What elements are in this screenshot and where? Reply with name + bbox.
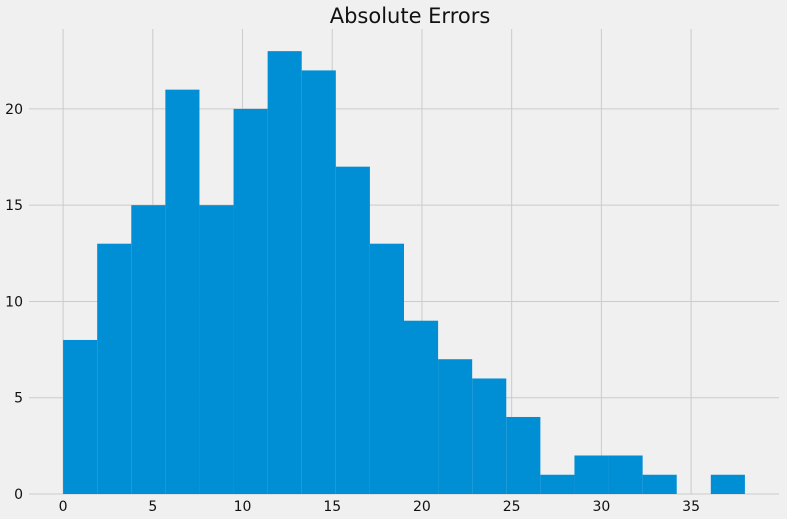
x-axis-ticks: 0 5 10 15 20 25 30 35 (59, 499, 700, 515)
histogram-bar (472, 378, 507, 494)
bars (63, 51, 745, 495)
x-tick-label: 5 (148, 499, 157, 515)
x-tick-label: 15 (323, 499, 341, 515)
y-tick-label: 5 (14, 391, 23, 407)
histogram-bar (404, 320, 439, 494)
x-tick-label: 25 (503, 499, 521, 515)
y-tick-label: 15 (5, 198, 23, 214)
histogram-bar (267, 51, 302, 495)
histogram-bar (574, 455, 609, 494)
histogram-bar (642, 474, 677, 494)
histogram-bar (165, 89, 200, 495)
y-tick-label: 20 (5, 102, 23, 118)
y-tick-label: 0 (14, 487, 23, 503)
histogram-bar (131, 205, 166, 495)
histogram-bar (63, 339, 98, 494)
histogram-bar (369, 243, 404, 494)
y-tick-label: 10 (5, 294, 23, 310)
histogram-bar (335, 166, 370, 494)
y-axis-ticks: 0 5 10 15 20 (5, 102, 23, 503)
x-tick-label: 20 (413, 499, 431, 515)
histogram-bar (506, 416, 541, 494)
x-tick-label: 35 (682, 499, 700, 515)
histogram-bar (540, 474, 575, 494)
histogram-bar (301, 70, 336, 494)
histogram-bar (710, 474, 745, 494)
histogram-bar (438, 359, 473, 494)
histogram-bar (199, 205, 234, 495)
chart-title: Absolute Errors (330, 4, 491, 28)
histogram-bar (608, 455, 643, 494)
x-tick-label: 10 (234, 499, 252, 515)
x-tick-label: 0 (59, 499, 68, 515)
x-tick-label: 30 (592, 499, 610, 515)
histogram-bar (233, 108, 268, 494)
histogram-bar (97, 243, 132, 494)
